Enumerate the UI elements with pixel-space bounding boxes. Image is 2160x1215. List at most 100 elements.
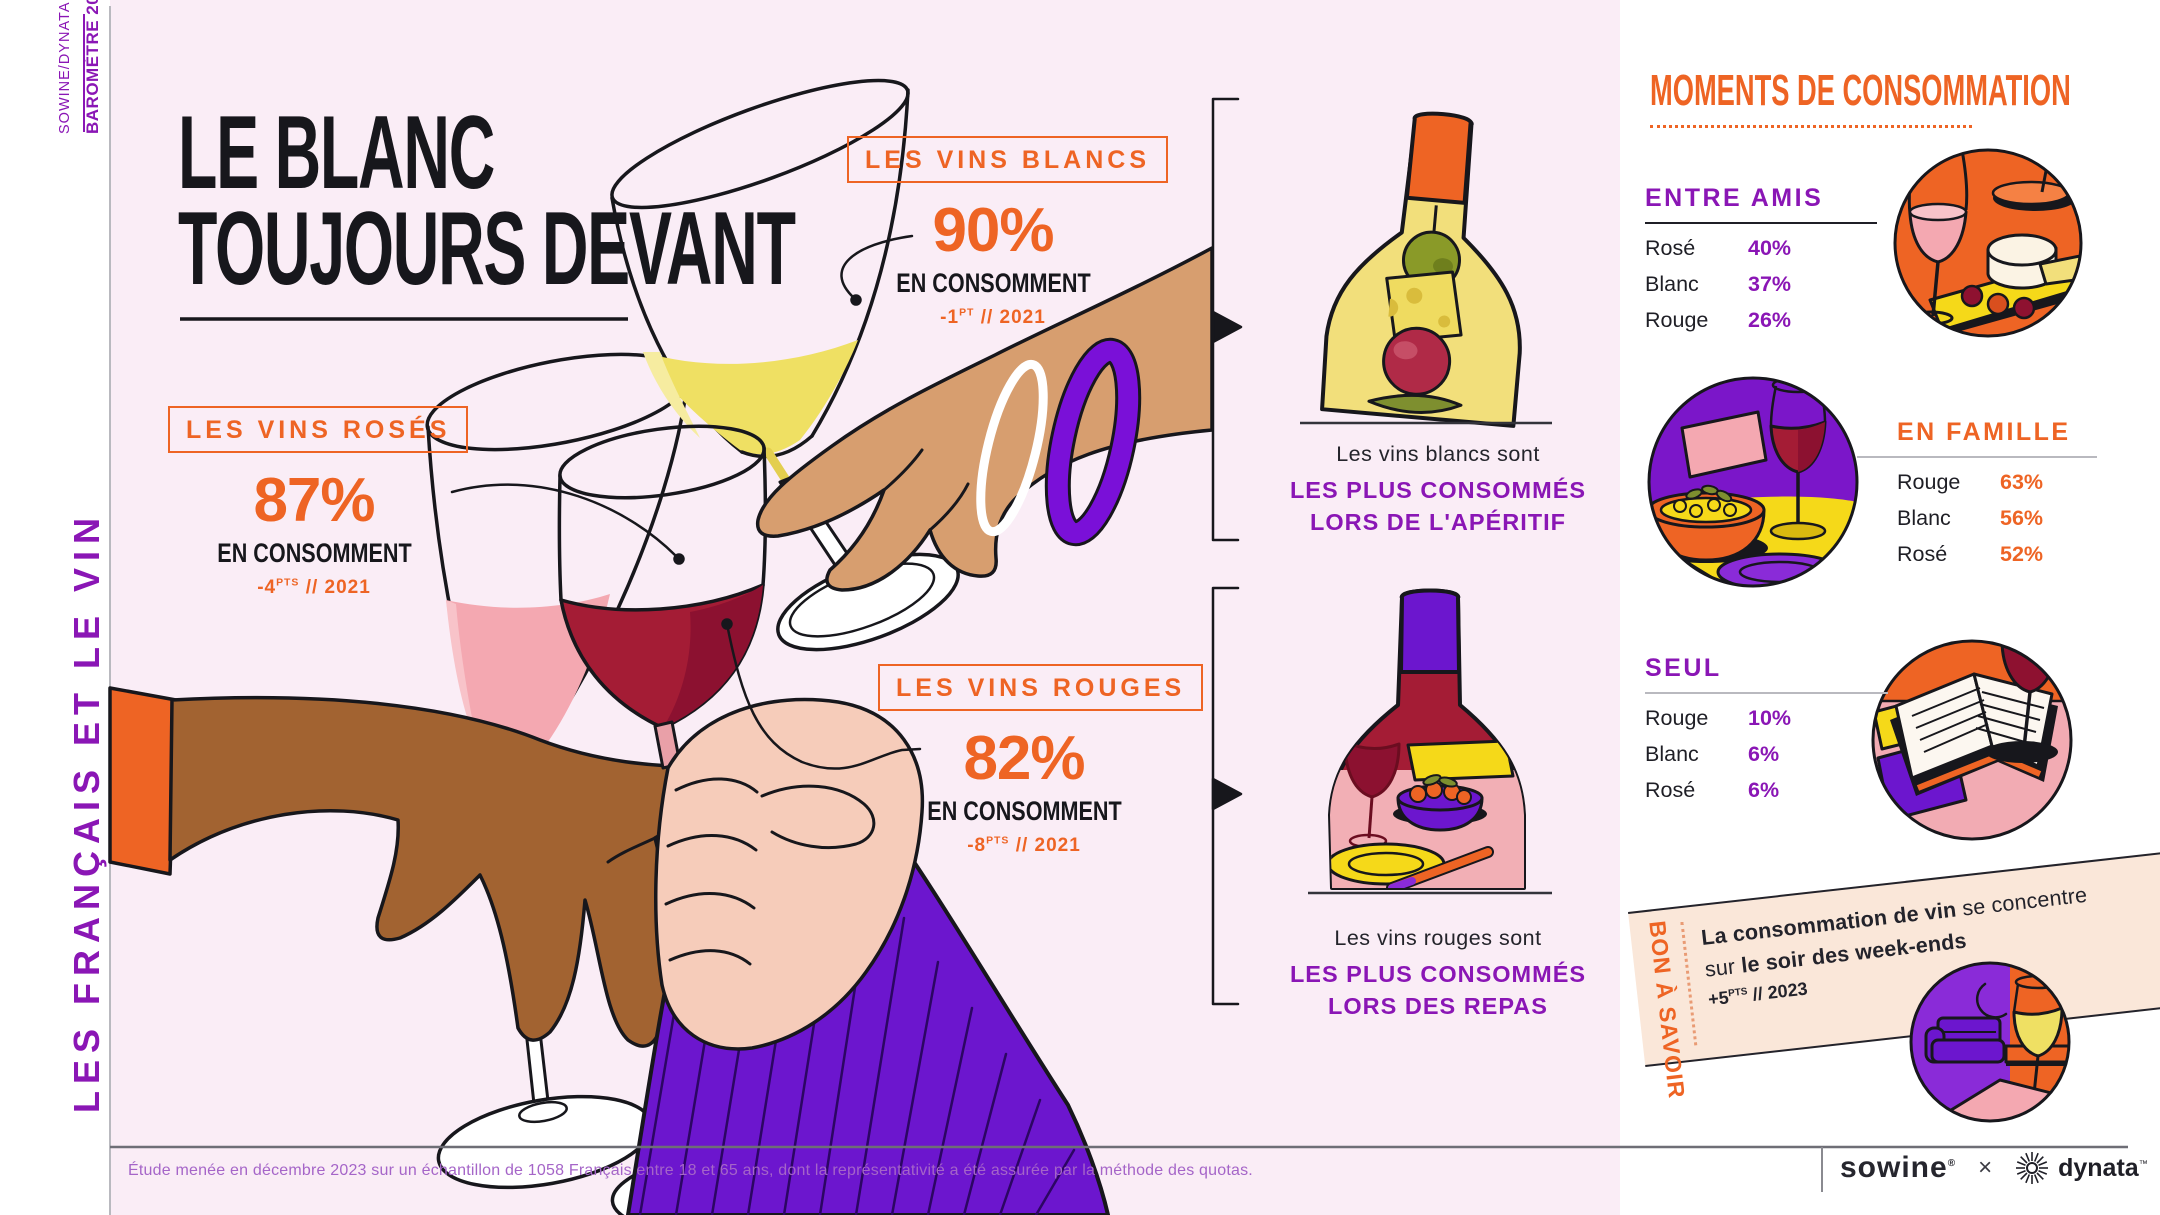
sowine-wordmark: sowine [1840, 1151, 1948, 1184]
callout-vins-blancs: LES VINS BLANCS 90% EN CONSOMMENT -1PT /… [847, 136, 1169, 329]
callout-connectors [450, 234, 922, 770]
barometer-label: BAROMÈTRE 2024 [83, 0, 102, 134]
x-separator: × [1978, 1154, 1993, 1181]
red-wine-bottle-illustration [1308, 588, 1552, 895]
callout-vins-rouges: LES VINS ROUGES 82% EN CONSOMMENT -8PTS … [878, 664, 1204, 857]
delta-value: -4 [257, 577, 277, 598]
dark-arm-hand [108, 686, 770, 1048]
delta-value: -1 [940, 307, 960, 328]
stat-row: Rosé 40% [1645, 236, 1885, 261]
en-famille-illustration [1647, 376, 1859, 588]
brand-logos: sowine® × dynata™ [1840, 1150, 2148, 1186]
light-fist-purple-sleeve [626, 697, 1110, 1215]
stat-caption: EN CONSOMMENT [926, 796, 1122, 826]
delta-unit: PTS [276, 577, 300, 589]
stat-row: Rouge 26% [1645, 308, 1885, 333]
delta-value: -8 [967, 835, 987, 856]
section-en-famille: EN FAMILLE Rouge 63% Blanc 56% Rosé 52% [1857, 418, 2137, 578]
delta-year: // 2021 [1015, 835, 1081, 856]
row-label: Rosé [1897, 542, 1948, 566]
delta-unit: PT [959, 307, 975, 319]
sowine-logo: sowine® [1840, 1151, 1956, 1185]
tan-arm-hand [755, 246, 1214, 592]
label-box: LES VINS ROSÉS [168, 406, 469, 453]
note-line1: LES PLUS CONSOMMÉS [1289, 961, 1587, 987]
banner-reg2: sur [1703, 953, 1743, 982]
note-intro: Les vins rouges sont [1334, 926, 1542, 950]
panel-title-wrap: MOMENTS DE CONSOMMATION [1650, 66, 2071, 128]
dynata-text: dynata [2058, 1153, 2139, 1182]
row-value: 6% [1748, 742, 1780, 766]
registered-mark: ® [1947, 1158, 1957, 1169]
arrow-right-icon [1211, 310, 1243, 344]
barometer-sublabel: SOWINE/DYNATA [57, 1, 73, 135]
row-value: 52% [2000, 542, 2044, 566]
row-value: 40% [1748, 236, 1792, 260]
note-line1: LES PLUS CONSOMMÉS [1289, 477, 1587, 503]
dynata-wordmark: dynata™ [2058, 1154, 2148, 1183]
label-box: LES VINS ROUGES [878, 664, 1204, 711]
section-brackets [1211, 97, 1243, 1006]
section-title: SEUL [1645, 654, 1722, 682]
menu-card-icon [1680, 410, 1768, 479]
cheese-wheel-icon [1986, 233, 2058, 267]
stat-row: Rosé 52% [1897, 542, 2137, 567]
banner-reg1: se concentre [1954, 882, 2089, 922]
row-label: Rosé [1645, 778, 1696, 802]
couch-icon [1924, 1016, 2006, 1064]
leaf-icon [1367, 393, 1463, 414]
toast-illustration [108, 78, 1243, 1215]
label-box: LES VINS BLANCS [847, 136, 1169, 183]
stat-row: Rosé 6% [1645, 778, 1890, 803]
section-rule [1645, 692, 1888, 694]
title-line1: LE BLANC [178, 95, 495, 211]
sidebar-vertical-title: LES FRANÇAIS ET LE VIN [66, 510, 107, 1113]
trademark: ™ [2138, 1158, 2148, 1169]
bottle-cap-purple [1399, 588, 1461, 674]
stat-row: Rouge 10% [1645, 706, 1890, 731]
delta-unit: PTS [986, 835, 1010, 847]
methodology-note: Étude menée en décembre 2023 sur un écha… [128, 1162, 1253, 1179]
row-value: 56% [2000, 506, 2044, 530]
row-label: Blanc [1645, 742, 1699, 766]
section-rule [1857, 456, 2097, 458]
moon-icon [1975, 982, 2008, 1019]
bon-a-savoir-illustration [1909, 961, 2071, 1123]
row-label: Rouge [1897, 470, 1961, 494]
row-label: Blanc [1897, 506, 1951, 530]
stat-caption: EN CONSOMMENT [216, 538, 412, 568]
napkin-icon [1406, 739, 1515, 782]
bottle-cap-orange [1404, 111, 1473, 205]
callout-vins-roses: LES VINS ROSÉS 87% EN CONSOMMENT -4PTS /… [168, 406, 469, 599]
stat-row: Rouge 63% [1897, 470, 2137, 495]
page-title: LE BLANC TOUJOURS DEVANT [178, 95, 1173, 307]
section-seul: SEUL Rouge 10% Blanc 6% Rosé 6% [1645, 654, 1890, 814]
banner-delta-year: // 2023 [1746, 978, 1809, 1006]
row-label: Rouge [1645, 706, 1709, 730]
section-title: EN FAMILLE [1897, 418, 2071, 446]
stat-percentage: 87% [253, 466, 375, 535]
note-intro: Les vins blancs sont [1336, 442, 1540, 466]
stat-caption: EN CONSOMMENT [895, 268, 1091, 298]
entre-amis-illustration [1893, 148, 2083, 338]
section-rule [1645, 222, 1877, 224]
row-value: 37% [1748, 272, 1792, 296]
note-vins-blancs: Les vins blancs sont LES PLUS CONSOMMÉS … [1258, 442, 1618, 538]
row-value: 6% [1748, 778, 1780, 802]
dynata-logo: dynata™ [2014, 1150, 2148, 1186]
row-value: 26% [1748, 308, 1792, 332]
stat-delta: -8PTS // 2021 [878, 835, 1170, 857]
mini-wine-glass [1343, 740, 1401, 799]
row-label: Rouge [1645, 308, 1709, 332]
row-label: Blanc [1645, 272, 1699, 296]
stat-delta: -4PTS // 2021 [168, 577, 460, 599]
row-value: 10% [1748, 706, 1792, 730]
row-value: 63% [2000, 470, 2044, 494]
title-line2: TOUJOURS DEVANT [178, 190, 796, 307]
section-entre-amis: ENTRE AMIS Rosé 40% Blanc 37% Rouge 26% [1645, 184, 1885, 344]
delta-year: // 2021 [305, 577, 371, 598]
section-title: ENTRE AMIS [1645, 184, 1824, 212]
stat-row: Blanc 6% [1645, 742, 1890, 767]
note-line2: LORS DE L'APÉRITIF [1310, 509, 1566, 535]
